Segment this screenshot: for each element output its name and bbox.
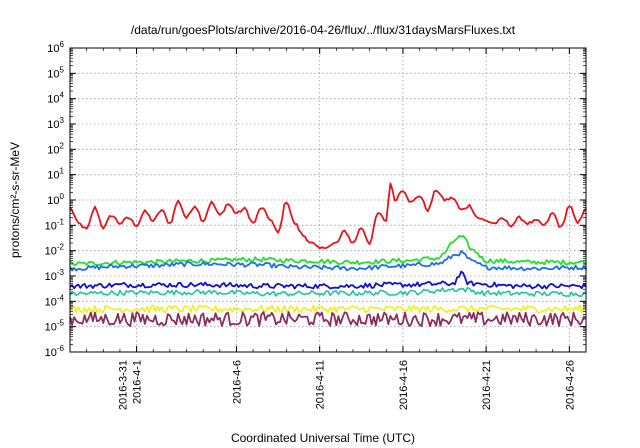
x-tick-label: 2016-4-1: [132, 360, 144, 404]
y-tick-label: 10-5: [45, 319, 65, 334]
axis-ticks: [69, 47, 587, 353]
y-tick-label: 102: [47, 141, 64, 156]
x-tick-label: 2016-4-21: [481, 360, 493, 410]
y-tick-label: 105: [47, 65, 64, 80]
y-tick-label: 104: [47, 91, 64, 106]
series-line-4: [69, 270, 587, 290]
series-line-2: [69, 234, 587, 267]
chart-title: /data/run/goesPlots/archive/2016-04-26/f…: [131, 23, 516, 37]
y-tick-label: 10-3: [45, 268, 65, 283]
series-lines: [69, 182, 587, 328]
y-tick-label: 103: [47, 116, 64, 131]
x-tick-labels: 2016-3-31 2016-4-1 2016-4-6 2016-4-11 2016-4…: [118, 360, 577, 410]
series-line-5: [69, 286, 587, 297]
x-tick-label: 2016-4-26: [564, 360, 576, 410]
series-line-7: [69, 311, 587, 328]
y-tick-label: 10-6: [45, 344, 65, 359]
grid-lines: [70, 48, 586, 352]
y-tick-labels: 10-6 10-5 10-4 10-3 10-2 10-1 100 101 102 103 104 1…: [45, 40, 65, 359]
series-line-6: [69, 304, 587, 314]
x-tick-label: 2016-4-16: [398, 360, 410, 410]
y-tick-label: 10-4: [45, 293, 65, 308]
y-tick-label: 10-1: [45, 217, 65, 232]
x-tick-label: 2016-4-11: [315, 360, 327, 409]
series-line-3: [69, 250, 587, 272]
x-axis-label: Coordinated Universal Time (UTC): [231, 431, 415, 445]
x-tick-label: 2016-4-6: [231, 360, 243, 404]
y-axis-label: protons/cm²-s-sr-MeV: [8, 142, 22, 258]
y-tick-label: 100: [47, 192, 64, 207]
x-tick-label: 2016-3-31: [118, 360, 130, 410]
y-tick-label: 106: [47, 40, 64, 55]
series-line-1: [69, 182, 587, 250]
y-tick-label: 10-2: [45, 243, 65, 258]
y-tick-label: 101: [47, 167, 64, 182]
